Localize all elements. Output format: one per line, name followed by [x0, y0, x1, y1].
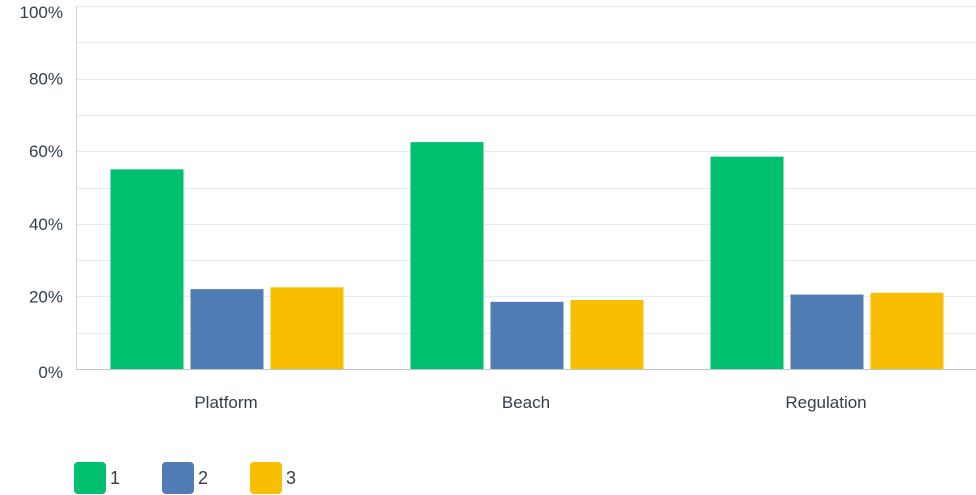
legend-swatch: [162, 462, 194, 494]
gridlines: [76, 6, 976, 334]
category-labels: Platform Beach Regulation: [194, 393, 866, 412]
bar-platform-series-2[interactable]: [190, 289, 264, 369]
bar-platform-series-3[interactable]: [270, 287, 344, 369]
bar-beach-series-2[interactable]: [490, 301, 564, 369]
y-tick-label: 0%: [38, 363, 63, 382]
y-tick-label: 80%: [29, 70, 63, 89]
y-tick-label: 60%: [29, 142, 63, 161]
bar-platform-series-1[interactable]: [110, 169, 184, 369]
bar-regulation-series-1[interactable]: [710, 156, 784, 369]
legend-swatch: [250, 462, 282, 494]
y-tick-labels: 0% 20% 40% 60% 80% 100%: [20, 3, 63, 382]
legend-item-2[interactable]: 2: [162, 462, 250, 494]
category-label-beach: Beach: [502, 393, 550, 412]
bars: [110, 142, 944, 369]
legend-label: 1: [110, 467, 121, 488]
y-tick-label: 40%: [29, 215, 63, 234]
y-tick-label: 20%: [29, 287, 63, 306]
legend: 1 2 3: [74, 462, 338, 494]
bar-regulation-series-3[interactable]: [870, 292, 944, 369]
legend-item-3[interactable]: 3: [250, 462, 338, 494]
category-label-regulation: Regulation: [785, 393, 866, 412]
axes: [76, 6, 976, 370]
bar-beach-series-1[interactable]: [410, 142, 484, 369]
bar-regulation-series-2[interactable]: [790, 294, 864, 369]
legend-label: 2: [198, 467, 209, 488]
legend-swatch: [74, 462, 106, 494]
y-tick-label: 100%: [20, 3, 63, 22]
legend-label: 3: [286, 467, 297, 488]
category-label-platform: Platform: [194, 393, 257, 412]
legend-item-1[interactable]: 1: [74, 462, 162, 494]
bar-beach-series-3[interactable]: [570, 300, 644, 369]
